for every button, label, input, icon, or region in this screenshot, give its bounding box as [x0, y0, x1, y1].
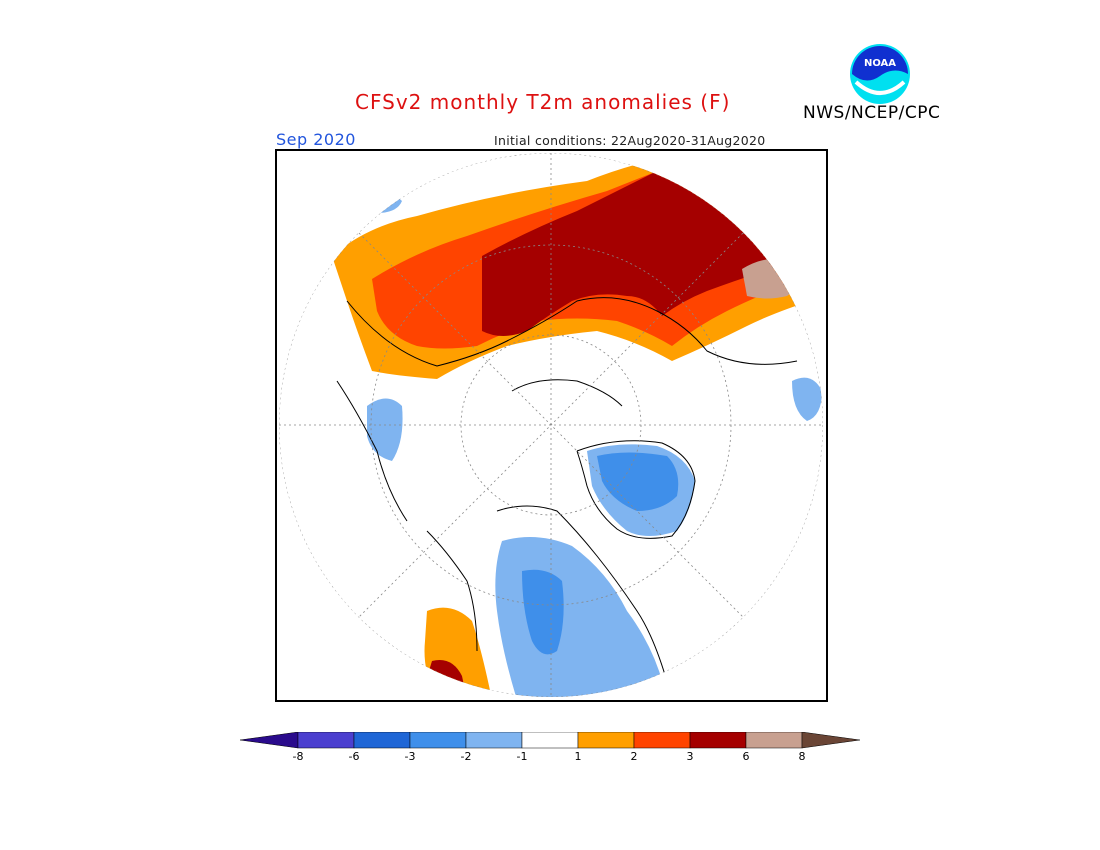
- colorbar-segment: [521, 732, 579, 749]
- coastlines: [336, 297, 798, 697]
- colorbar-tick-label: -2: [460, 750, 472, 763]
- color-scale-ticks: -8 -6 -3 -2 -1 1 2 3 6 8: [240, 750, 860, 768]
- anomaly-region-blue-pacific: [372, 196, 402, 213]
- colorbar-tick-label: -8: [292, 750, 304, 763]
- anomaly-region-tan-siberia: [742, 259, 796, 299]
- anomaly-region-blue-scandinavia: [792, 377, 822, 421]
- colorbar-tick-label: -3: [404, 750, 416, 763]
- graticule: [279, 153, 823, 697]
- colorbar-arrow-low: [240, 732, 299, 749]
- forecast-month: Sep 2020: [276, 130, 356, 149]
- colorbar-segment: [297, 732, 355, 749]
- colorbar-segment: [353, 732, 411, 749]
- anomaly-region-blue2-north-america: [522, 569, 564, 655]
- color-scale-bar: [240, 732, 860, 772]
- chart-title: CFSv2 monthly T2m anomalies (F): [355, 90, 731, 114]
- colorbar-tick-label: 2: [630, 750, 638, 763]
- colorbar-segment: [465, 732, 523, 749]
- colorbar-segment: [409, 732, 467, 749]
- colorbar-tick-label: 3: [686, 750, 694, 763]
- anomaly-region-orange-west-us: [424, 607, 492, 697]
- colorbar-segment: [745, 732, 803, 749]
- polar-map: [275, 149, 828, 702]
- noaa-logo: NOAA: [848, 42, 912, 106]
- anomaly-region-blue-east-asia: [367, 398, 403, 461]
- colorbar-segment: [633, 732, 691, 749]
- anomaly-region-blue2-greenland: [597, 452, 679, 511]
- colorbar-tick-label: -1: [516, 750, 528, 763]
- colorbar-tick-label: 8: [798, 750, 806, 763]
- colorbar-tick-label: 1: [574, 750, 582, 763]
- colorbar-arrow-high: [801, 732, 860, 749]
- svg-text:NOAA: NOAA: [864, 58, 896, 69]
- colorbar-segment: [577, 732, 635, 749]
- colorbar-segment: [689, 732, 747, 749]
- organization-label: NWS/NCEP/CPC: [803, 103, 941, 123]
- colorbar-tick-label: 6: [742, 750, 750, 763]
- initial-conditions-label: Initial conditions: 22Aug2020-31Aug2020: [494, 133, 766, 148]
- colorbar-tick-label: -6: [348, 750, 360, 763]
